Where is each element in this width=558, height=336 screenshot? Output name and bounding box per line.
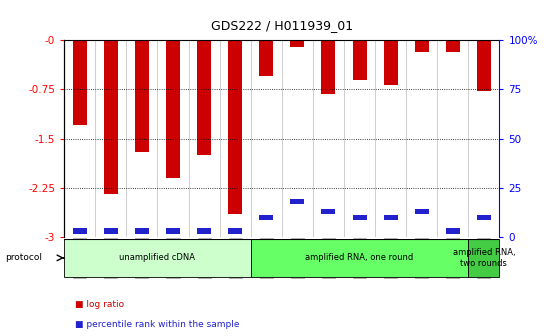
Bar [251,40,282,237]
Bar [477,40,491,91]
Bar [64,40,95,237]
Bar [157,40,189,237]
Bar [353,40,367,80]
Bar [228,228,242,234]
Bar [228,40,242,214]
Bar [135,40,149,152]
Bar [95,40,126,237]
Bar [220,40,251,237]
Bar [126,40,157,237]
Bar [406,40,437,237]
Bar [446,228,460,234]
Bar [446,40,460,52]
Bar [64,239,251,277]
Bar [282,40,313,237]
Bar [468,239,499,277]
Bar [353,215,367,220]
Bar [73,40,86,126]
Bar [104,40,118,194]
Bar [197,228,211,234]
Text: ■ log ratio: ■ log ratio [75,300,124,308]
Bar [383,40,398,85]
Bar [437,40,468,237]
Bar [468,40,499,237]
Bar [344,40,375,237]
Bar [321,209,335,214]
Bar [321,40,335,94]
Bar [135,228,149,234]
Bar [477,215,491,220]
Bar [415,209,429,214]
Bar [313,40,344,237]
Bar [259,215,273,220]
Bar [290,40,304,47]
Bar [104,228,118,234]
Bar [375,40,406,237]
Text: unamplified cDNA: unamplified cDNA [119,253,195,262]
Bar [415,40,429,52]
Bar [189,40,220,237]
Bar [73,228,86,234]
Bar [383,215,398,220]
Bar [197,40,211,155]
Text: ■ percentile rank within the sample: ■ percentile rank within the sample [75,320,240,329]
Bar [166,228,180,234]
Bar [259,40,273,76]
Text: amplified RNA,
two rounds: amplified RNA, two rounds [453,248,515,267]
Bar [251,239,468,277]
Text: amplified RNA, one round: amplified RNA, one round [305,253,413,262]
Bar [290,199,304,204]
Text: GDS222 / H011939_01: GDS222 / H011939_01 [211,19,353,32]
Bar [166,40,180,178]
Text: protocol: protocol [6,253,42,262]
